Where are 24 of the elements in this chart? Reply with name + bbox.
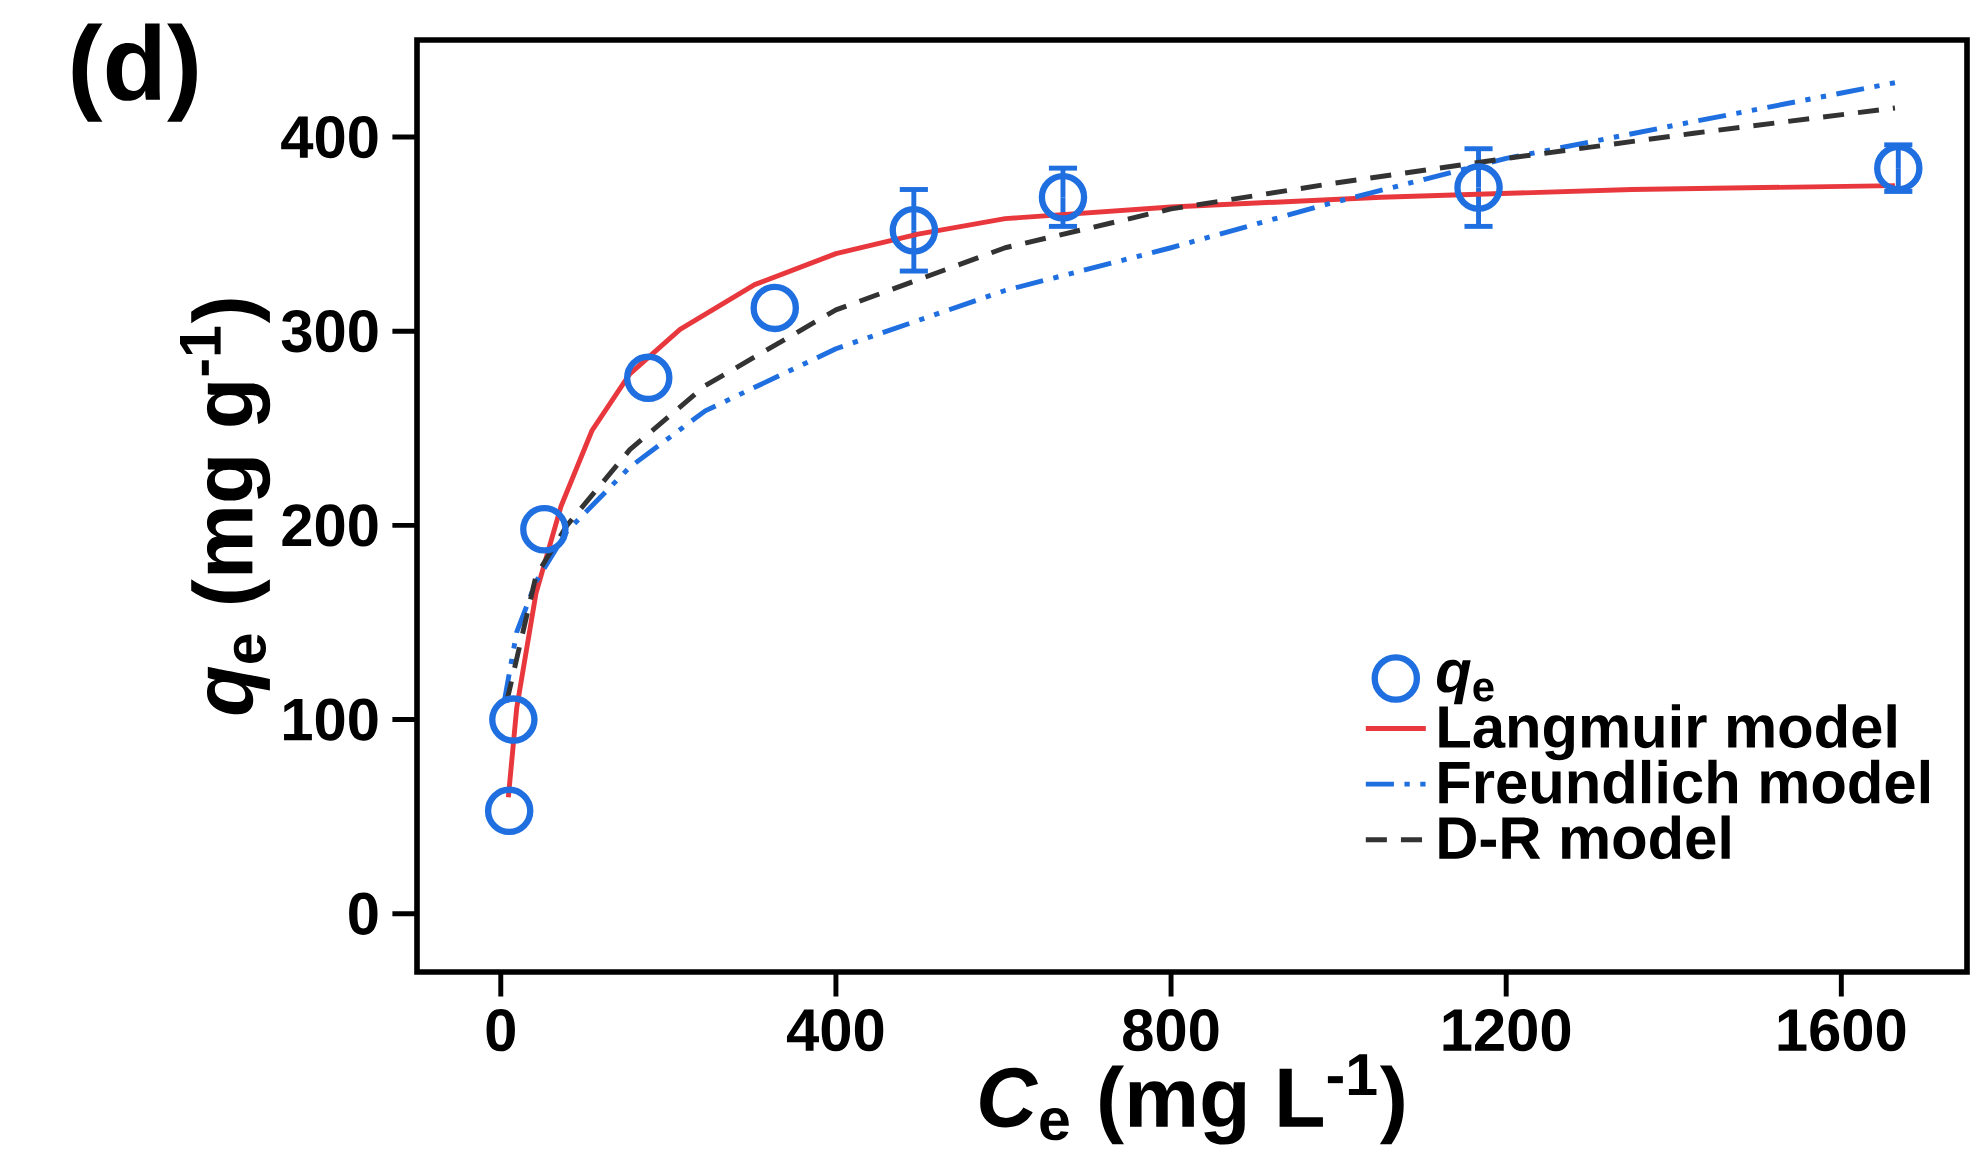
y-tick-label: 200 (282, 504, 378, 547)
point (1454, 163, 1503, 212)
y-axis-title: q$_{e}$ (mg g$^{-1}$) (180, 299, 271, 715)
y-tick-label: 400 (281, 115, 378, 159)
point (889, 206, 939, 255)
point (750, 283, 800, 333)
y-tick-label: 0 (349, 892, 378, 935)
x-tick-label: 400 (786, 1009, 884, 1052)
point (489, 695, 538, 744)
y-tick-label: 100 (284, 698, 378, 741)
x-tick-label: 800 (1123, 1009, 1219, 1052)
x-axis-title: C$_{e}$ (mg L$^{-1}$) (980, 1054, 1404, 1145)
legend-label: q$_{e}$ (1437, 659, 1494, 705)
x-tick-label: 1200 (1443, 1009, 1571, 1052)
x-tick-label: 1600 (1778, 1009, 1906, 1052)
x-tick-label: 0 (486, 1009, 515, 1052)
legend-label: Freundlich model (1439, 759, 1929, 804)
point (1038, 173, 1088, 222)
point (623, 353, 673, 403)
text: (d) (72, 23, 197, 122)
point (520, 505, 569, 554)
legend-label: D-R model (1439, 815, 1730, 860)
point (484, 786, 534, 836)
y-tick-label: 300 (281, 310, 378, 353)
